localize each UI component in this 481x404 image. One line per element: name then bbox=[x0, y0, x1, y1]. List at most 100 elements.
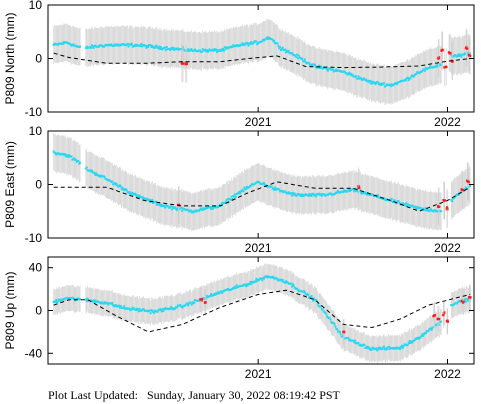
data-point bbox=[214, 293, 217, 296]
data-point bbox=[150, 46, 153, 49]
data-point bbox=[336, 191, 339, 194]
data-point bbox=[149, 312, 152, 315]
data-point bbox=[229, 198, 232, 201]
data-point bbox=[299, 56, 302, 59]
data-point bbox=[285, 51, 288, 54]
flagged-point bbox=[441, 48, 444, 52]
data-point bbox=[374, 83, 377, 86]
data-point bbox=[170, 306, 173, 309]
model-line-north bbox=[53, 52, 471, 69]
data-point bbox=[195, 210, 198, 213]
data-point bbox=[121, 186, 124, 189]
data-point bbox=[175, 208, 178, 211]
data-point bbox=[320, 305, 323, 308]
x-tick-label: 2022 bbox=[434, 367, 461, 381]
data-point bbox=[457, 54, 460, 57]
data-point bbox=[119, 305, 122, 308]
data-point bbox=[308, 193, 311, 196]
data-point bbox=[320, 193, 323, 196]
data-point bbox=[423, 68, 426, 71]
data-point bbox=[399, 348, 402, 351]
data-point bbox=[392, 200, 395, 203]
data-point bbox=[379, 84, 382, 87]
data-point bbox=[219, 50, 222, 53]
data-point bbox=[467, 51, 470, 54]
data-point bbox=[206, 206, 209, 209]
data-point bbox=[348, 338, 351, 341]
data-point bbox=[285, 49, 288, 52]
data-point bbox=[405, 79, 408, 82]
data-point bbox=[331, 68, 334, 71]
data-point bbox=[239, 192, 242, 195]
axes-frame-north bbox=[47, 4, 475, 113]
data-point bbox=[146, 44, 149, 47]
data-point bbox=[116, 43, 119, 46]
data-point bbox=[216, 51, 219, 54]
data-point bbox=[241, 188, 244, 191]
data-point bbox=[135, 195, 138, 198]
flagged-point bbox=[443, 199, 446, 202]
plot-area-east bbox=[52, 132, 472, 232]
data-point bbox=[118, 184, 121, 187]
data-point bbox=[415, 338, 418, 341]
data-point bbox=[142, 198, 145, 201]
data-point bbox=[423, 208, 426, 211]
data-point bbox=[291, 194, 294, 197]
data-point bbox=[163, 205, 166, 208]
data-point bbox=[450, 53, 453, 56]
data-point bbox=[152, 202, 155, 205]
data-point bbox=[315, 299, 318, 302]
data-point bbox=[176, 209, 179, 212]
data-point bbox=[325, 68, 328, 71]
data-point bbox=[164, 46, 167, 49]
data-point bbox=[320, 65, 323, 68]
data-point bbox=[420, 334, 423, 337]
data-point bbox=[184, 303, 187, 306]
data-point bbox=[103, 176, 106, 179]
flagged-point bbox=[357, 186, 360, 190]
data-point bbox=[258, 181, 261, 184]
data-point bbox=[377, 194, 380, 197]
data-point bbox=[98, 174, 101, 177]
data-point bbox=[279, 46, 282, 49]
data-point bbox=[215, 48, 218, 51]
data-point bbox=[343, 189, 346, 192]
data-point bbox=[424, 207, 427, 210]
data-point bbox=[389, 83, 392, 86]
data-point bbox=[130, 42, 133, 45]
data-point bbox=[54, 301, 57, 304]
data-point bbox=[429, 65, 432, 68]
data-point bbox=[291, 285, 294, 288]
data-point bbox=[353, 190, 356, 193]
flagged-point bbox=[467, 180, 470, 184]
data-point bbox=[187, 304, 190, 307]
data-point bbox=[266, 36, 269, 39]
data-point bbox=[309, 296, 312, 299]
data-point bbox=[169, 307, 172, 310]
data-point bbox=[246, 284, 249, 287]
data-point bbox=[359, 189, 362, 192]
data-point bbox=[234, 195, 237, 198]
data-point bbox=[360, 192, 363, 195]
data-point bbox=[221, 49, 224, 52]
data-point bbox=[278, 188, 281, 191]
flagged-point bbox=[469, 296, 472, 299]
data-point bbox=[356, 190, 359, 193]
data-point bbox=[397, 200, 400, 203]
data-point bbox=[131, 191, 134, 194]
data-point bbox=[422, 334, 425, 337]
data-point bbox=[238, 190, 241, 193]
data-point bbox=[216, 292, 219, 295]
data-point bbox=[68, 154, 71, 157]
data-point bbox=[172, 46, 175, 49]
data-point bbox=[211, 207, 214, 210]
data-point bbox=[333, 193, 336, 196]
data-point bbox=[408, 339, 411, 342]
data-point bbox=[249, 280, 252, 283]
data-point bbox=[378, 82, 381, 85]
data-point bbox=[392, 348, 395, 351]
data-point bbox=[413, 74, 416, 77]
data-point bbox=[158, 45, 161, 48]
y-tick-label: 0 bbox=[35, 52, 42, 66]
data-point bbox=[297, 288, 300, 291]
